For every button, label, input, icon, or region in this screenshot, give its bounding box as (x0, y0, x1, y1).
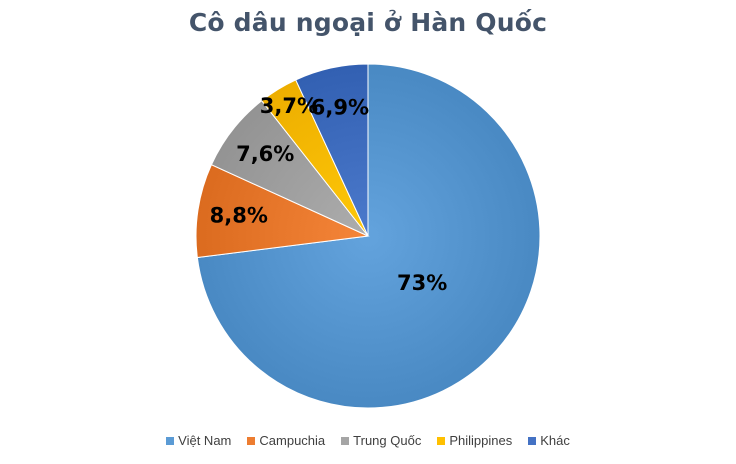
legend-item-philippines: Philippines (437, 433, 512, 448)
legend-item-viet-nam: Việt Nam (166, 433, 231, 448)
legend: Việt Nam Campuchia Trung Quốc Philippine… (0, 433, 736, 448)
data-label-viet-nam: 73% (397, 271, 447, 295)
data-label-khac: 6,9% (311, 95, 369, 119)
legend-label-trung-quoc: Trung Quốc (353, 433, 422, 448)
pie-slice-campuchia (195, 164, 370, 259)
pie-slice-khac (295, 63, 369, 237)
data-label-campuchia: 8,8% (210, 203, 268, 227)
legend-swatch-khac (528, 436, 537, 445)
legend-label-philippines: Philippines (449, 433, 513, 448)
legend-item-khac: Khác (528, 433, 570, 448)
legend-item-campuchia: Campuchia (247, 433, 325, 448)
legend-swatch-trung-quoc (341, 436, 350, 445)
data-label-trung-quoc: 7,6% (236, 142, 294, 166)
legend-swatch-philippines (437, 436, 446, 445)
legend-label-khac: Khác (540, 433, 570, 448)
data-label-philippines: 3,7% (260, 94, 318, 118)
legend-label-campuchia: Campuchia (259, 433, 326, 448)
legend-swatch-viet-nam (166, 436, 175, 445)
chart-title: Cô dâu ngoại ở Hàn Quốc (188, 8, 548, 37)
legend-swatch-campuchia (247, 436, 256, 445)
legend-item-trung-quoc: Trung Quốc (341, 433, 421, 448)
legend-label-viet-nam: Việt Nam (178, 433, 232, 448)
